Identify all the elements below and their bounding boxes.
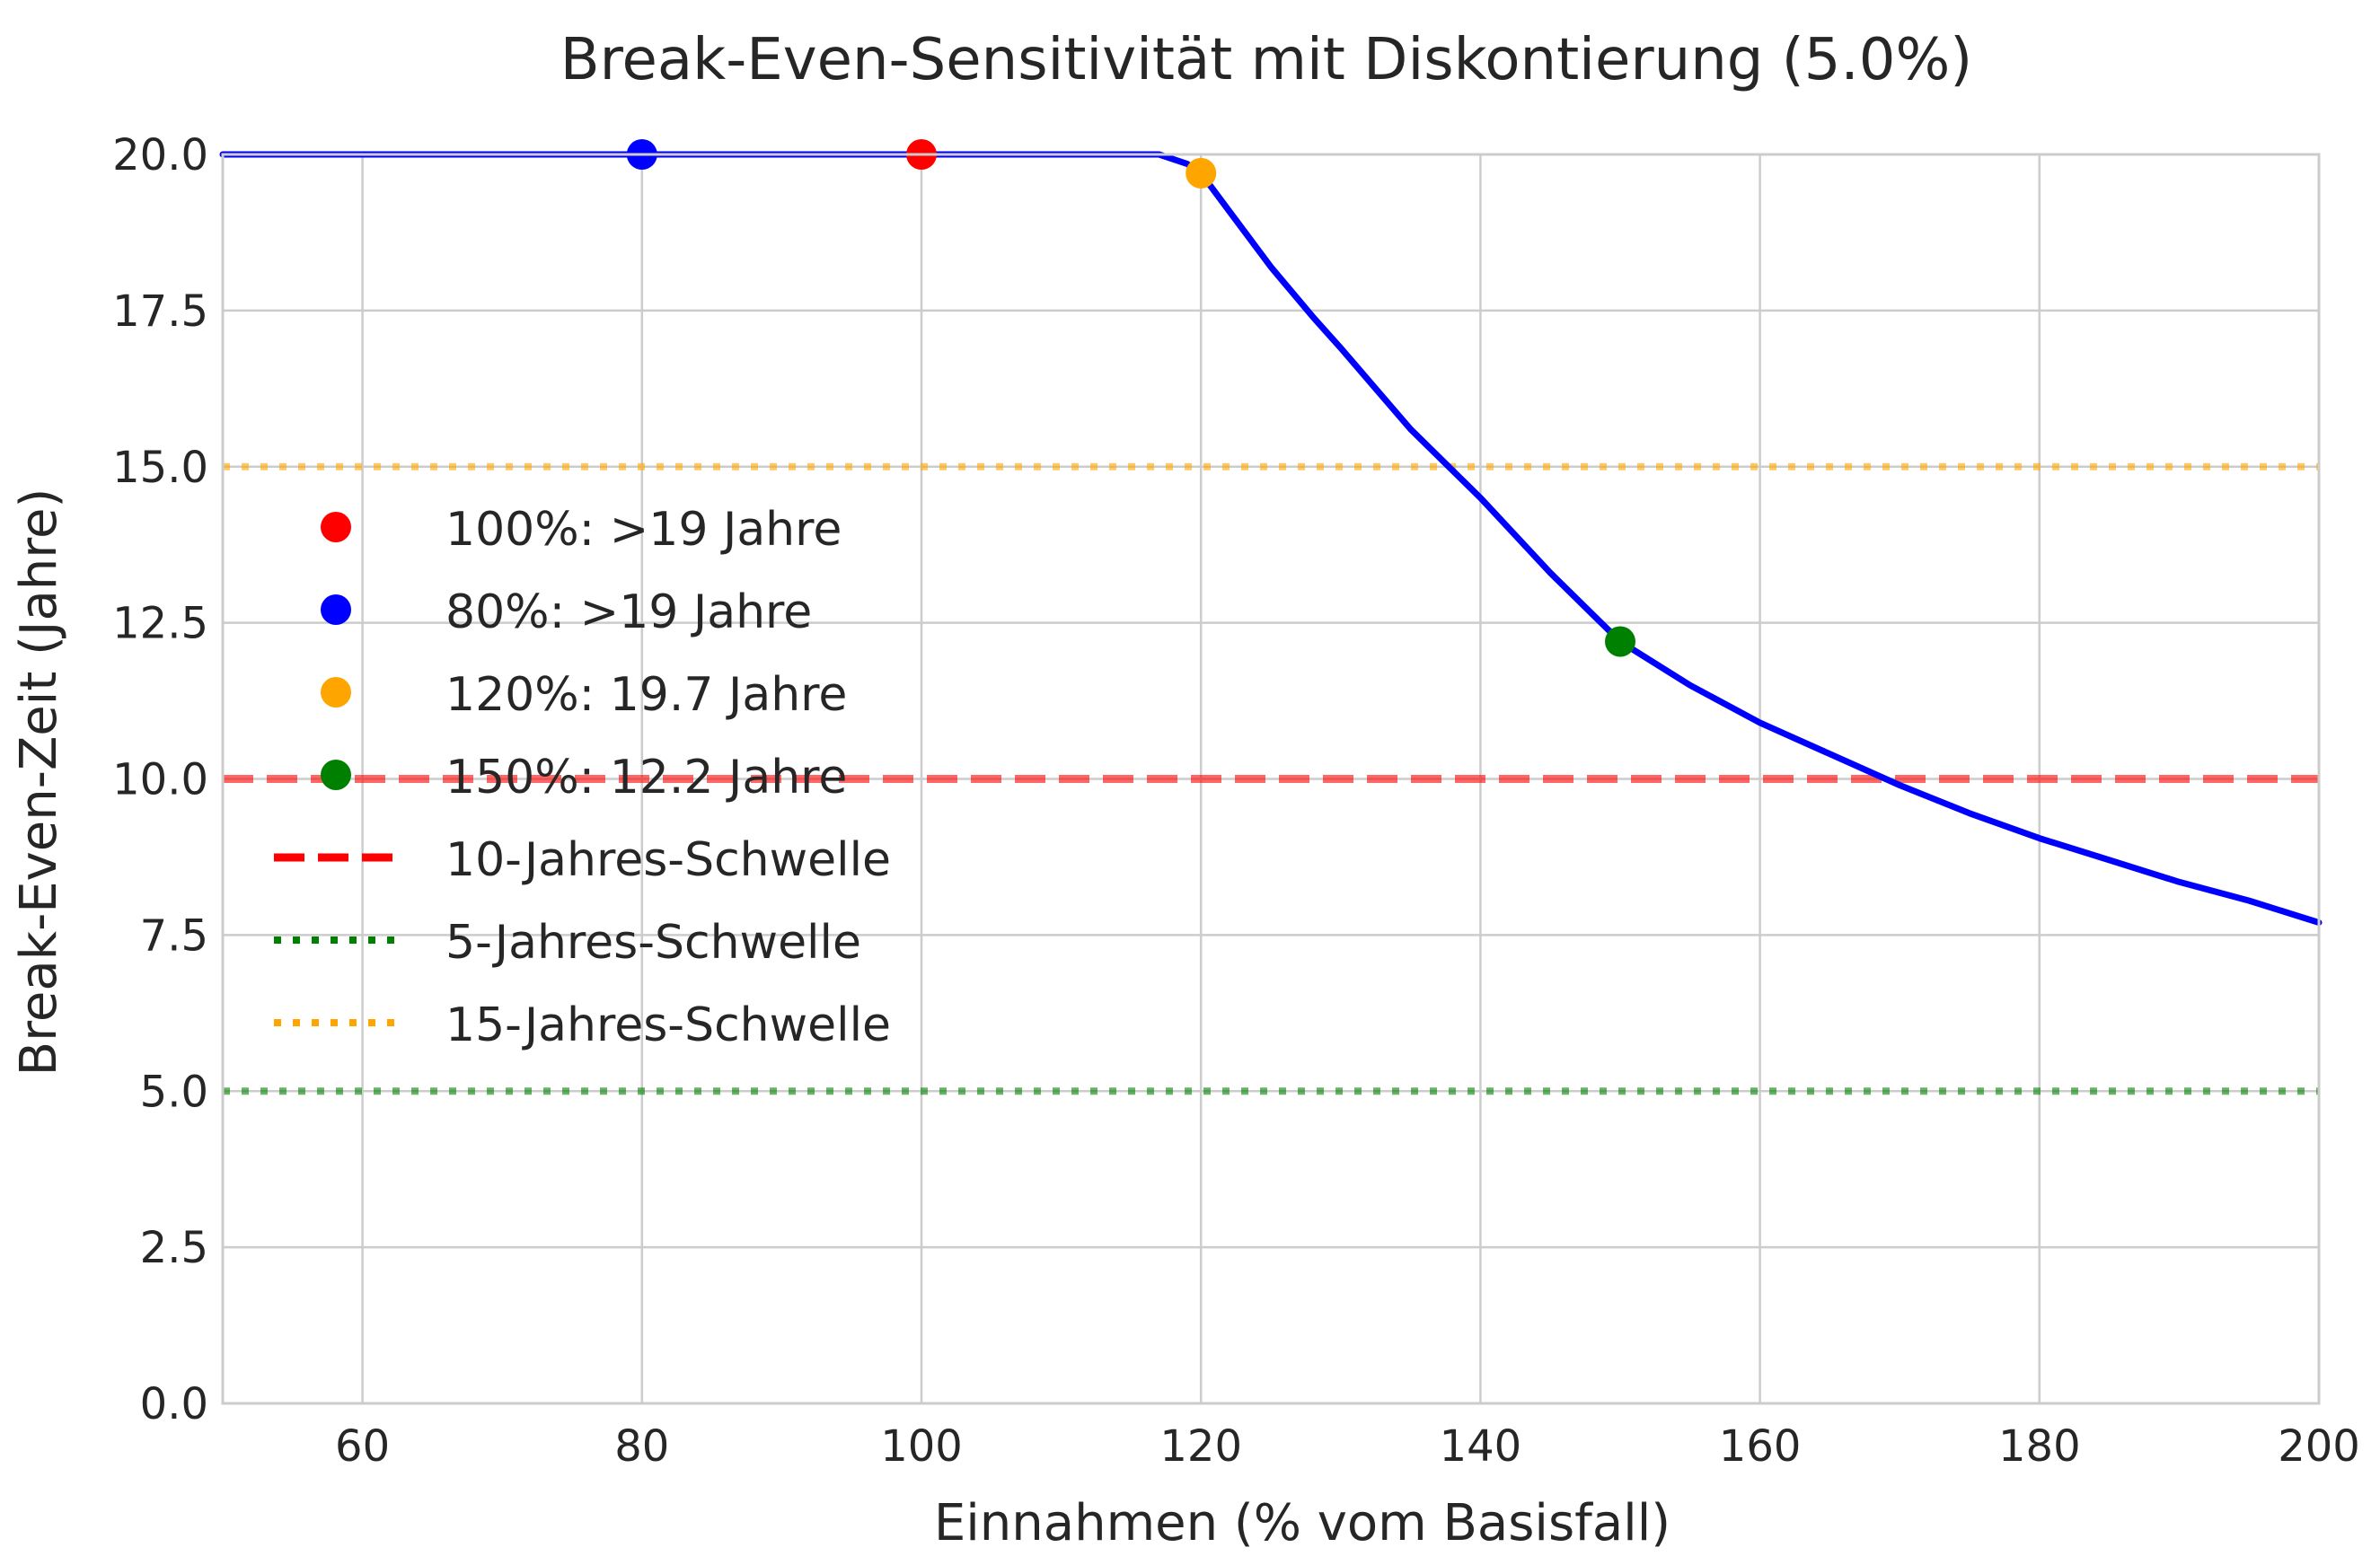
marker-120 [1186,157,1217,189]
marker-150 [1605,626,1635,657]
threshold-lines [223,462,2319,1095]
y-tick-label-17.5: 17.5 [112,286,208,337]
y-tick-label-2.5: 2.5 [140,1223,208,1273]
x-tick-label-80: 80 [614,1421,669,1472]
legend-label-80: 80%: >19 Jahre [445,585,812,639]
x-axis-label: Einnahmen (% vom Basisfall) [934,1494,1670,1552]
y-tick-label-5.0: 5.0 [140,1067,208,1117]
x-tick-label-180: 180 [1998,1421,2081,1472]
x-tick-label-120: 120 [1159,1421,1242,1472]
legend-label-100: 100%: >19 Jahre [445,503,842,557]
legend-label-5: 5-Jahres-Schwelle [445,916,861,970]
legend-marker-150 [321,760,351,790]
legend-marker-100 [321,512,351,542]
x-tick-labels: 60 80 100 120 140 160 180 200 [335,1421,2360,1472]
legend-marker-80 [321,594,351,625]
y-tick-label-15.0: 15.0 [112,443,208,493]
x-tick-label-140: 140 [1440,1421,1522,1472]
y-tick-label-7.5: 7.5 [140,910,208,961]
x-tick-label-60: 60 [335,1421,390,1472]
x-tick-label-100: 100 [880,1421,963,1472]
chart-title: Break-Even-Sensitivität mit Diskontierun… [560,27,1973,93]
y-tick-label-0.0: 0.0 [140,1379,208,1429]
y-tick-labels: 0.0 2.5 5.0 7.5 10.0 12.5 15.0 17.5 20.0 [112,130,208,1429]
legend-label-15: 15-Jahres-Schwelle [445,998,891,1052]
legend-label-150: 150%: 12.2 Jahre [445,751,847,804]
plot-frame [221,153,2321,1405]
legend: 100%: >19 Jahre 80%: >19 Jahre 120%: 19.7 … [274,503,891,1052]
y-tick-label-10.0: 10.0 [112,755,208,805]
x-tick-label-200: 200 [2278,1421,2360,1472]
x-tick-label-160: 160 [1719,1421,1802,1472]
y-tick-label-20.0: 20.0 [112,130,208,180]
legend-label-120: 120%: 19.7 Jahre [445,668,847,722]
y-tick-label-12.5: 12.5 [112,599,208,649]
y-axis-label: Break-Even-Zeit (Jahre) [10,488,68,1077]
legend-marker-120 [321,677,351,708]
legend-label-10: 10-Jahres-Schwelle [445,833,891,887]
